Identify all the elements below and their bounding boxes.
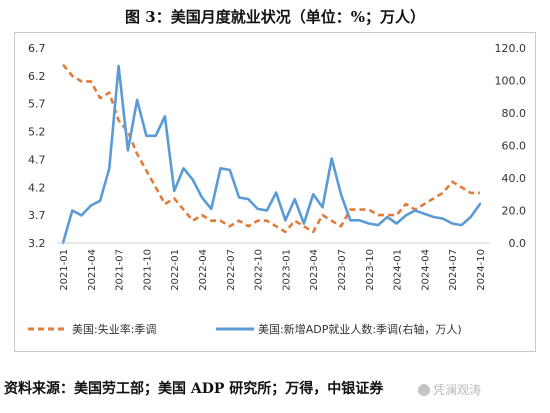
x-tick-label: 2024-10 [476,249,487,291]
y-left-tick-label: 5.2 [28,126,46,139]
x-tick-label: 2021-01 [59,249,70,291]
watermark: 凭澜观涛 [418,381,481,398]
x-tick-label: 2021-10 [142,249,153,291]
x-tick-label: 2022-04 [198,249,209,291]
x-tick-label: 2023-07 [337,249,348,291]
x-tick-label: 2022-07 [226,249,237,291]
x-tick-label: 2023-10 [365,249,376,291]
y-left-tick-label: 4.2 [28,181,46,194]
legend-label-adp: 美国:新增ADP就业人数:季调(右轴，万人) [258,322,462,336]
x-tick-label: 2024-04 [420,249,431,291]
y-left-tick-label: 5.7 [28,98,46,111]
watermark-logo-icon [418,384,430,396]
watermark-text: 凭澜观涛 [433,383,482,397]
y-right-tick-label: 100.0 [495,75,527,88]
x-tick-label: 2022-01 [170,249,181,291]
x-tick-label: 2023-01 [281,249,292,291]
series-line-adp [61,64,482,245]
y-right-tick-label: 40.0 [502,172,527,185]
y-right-tick-label: 20.0 [502,205,527,218]
y-right-tick-label: 60.0 [502,140,527,153]
y-right-tick-label: 120.0 [495,42,527,55]
x-tick-label: 2023-04 [309,249,320,291]
y-right-tick-label: 80.0 [502,107,527,120]
legend: 美国:失业率:季调 美国:新增ADP就业人数:季调(右轴，万人) [28,322,462,336]
y-left-tick-label: 3.2 [28,237,46,250]
source-note: 资料来源：美国劳工部；美国 ADP 研究所；万得，中银证券 [4,381,384,397]
chart-frame [14,32,536,352]
series-line-unemployment [61,63,480,234]
x-tick-label: 2022-10 [254,249,265,291]
y-left-tick-label: 3.7 [28,209,46,222]
chart-title: 图 3：美国月度就业状况（单位：%；万人） [125,8,425,26]
y-left-tick-label: 6.7 [28,42,46,55]
x-tick-label: 2021-04 [87,249,98,291]
x-tick-label: 2021-07 [115,249,126,291]
y-left-tick-label: 4.7 [28,153,46,166]
x-tick-label: 2024-07 [448,249,459,291]
y-left-tick-label: 6.2 [28,70,46,83]
legend-label-unemployment: 美国:失业率:季调 [72,322,156,336]
y-right-tick-label: 0.0 [509,237,527,250]
x-tick-label: 2024-01 [393,249,404,291]
